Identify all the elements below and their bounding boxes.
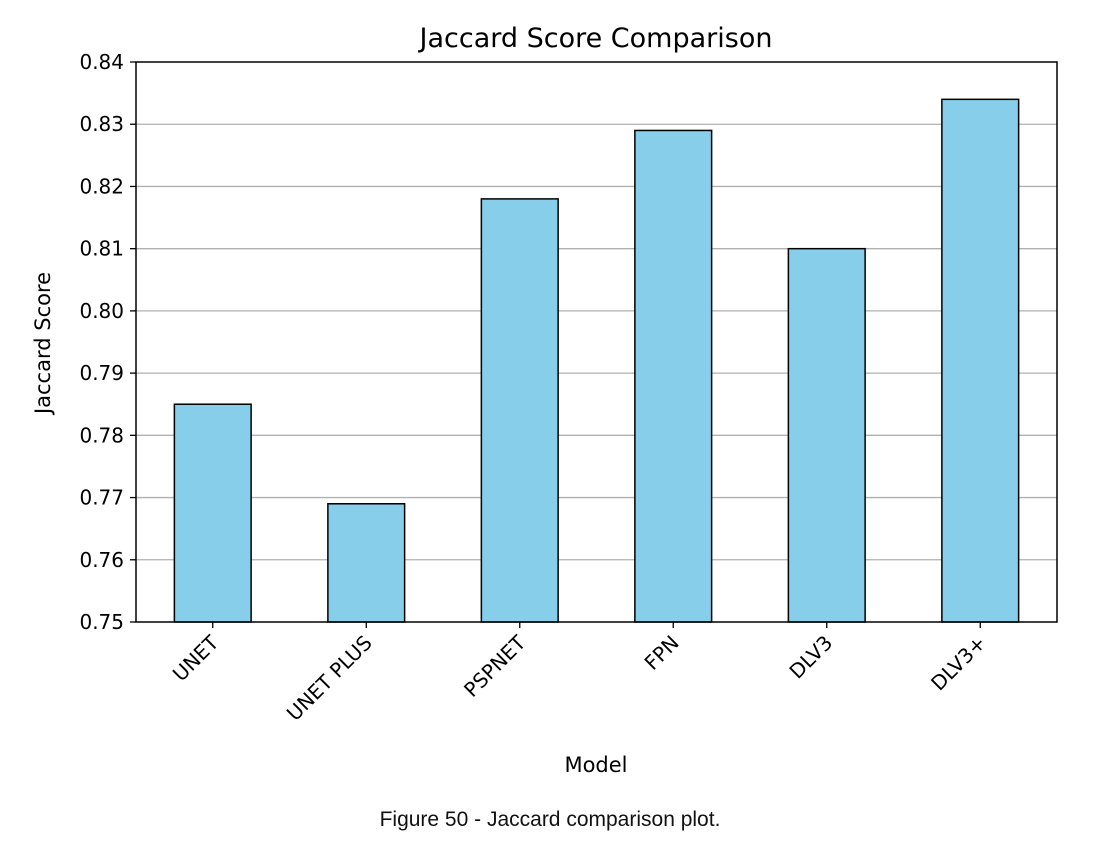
y-tick-label: 0.77 xyxy=(79,486,124,510)
figure-caption: Figure 50 - Jaccard comparison plot. xyxy=(379,808,721,831)
bar-unet-plus xyxy=(327,503,406,623)
y-tick-label: 0.82 xyxy=(79,174,124,198)
bar-fpn xyxy=(634,129,713,623)
x-tick-label: DLV3 xyxy=(784,631,837,684)
y-tick-label: 0.81 xyxy=(79,237,124,261)
y-tick-label: 0.84 xyxy=(79,50,124,74)
bar-pspnet xyxy=(480,198,559,623)
chart-title: Jaccard Score Comparison xyxy=(418,23,773,54)
y-tick-label: 0.83 xyxy=(79,112,124,136)
grid-lines xyxy=(136,123,1057,561)
plot-frame xyxy=(135,61,1058,623)
bar-dlv3- xyxy=(941,98,1020,623)
y-axis: 0.75 0.76 0.77 0.78 0.79 0.80 0.81 0.82 0.83 0.84 xyxy=(79,50,136,634)
y-tick-label: 0.80 xyxy=(79,299,124,323)
y-tick-label: 0.79 xyxy=(79,361,124,385)
bar-unet xyxy=(173,403,252,623)
x-tick-label: UNET xyxy=(168,630,224,686)
y-axis-label: Jaccard Score xyxy=(31,272,55,416)
x-tick-label: UNET PLUS xyxy=(282,631,377,726)
bars xyxy=(173,98,1020,623)
x-tick-label: FPN xyxy=(640,631,684,675)
x-tick-label: DLV3+ xyxy=(926,631,991,696)
y-tick-label: 0.75 xyxy=(79,610,124,634)
y-tick-label: 0.76 xyxy=(79,548,124,572)
x-tick-label: PSPNET xyxy=(459,630,531,702)
y-tick-label: 0.78 xyxy=(79,423,124,447)
x-axis: UNET UNET PLUS PSPNET FPN DLV3 DLV3+ xyxy=(168,622,991,726)
bar-dlv3 xyxy=(787,247,866,623)
x-axis-label: Model xyxy=(564,753,627,777)
bar-chart: 0.75 0.76 0.77 0.78 0.79 0.80 0.81 0.82 0.83 0.84… xyxy=(31,23,1058,777)
